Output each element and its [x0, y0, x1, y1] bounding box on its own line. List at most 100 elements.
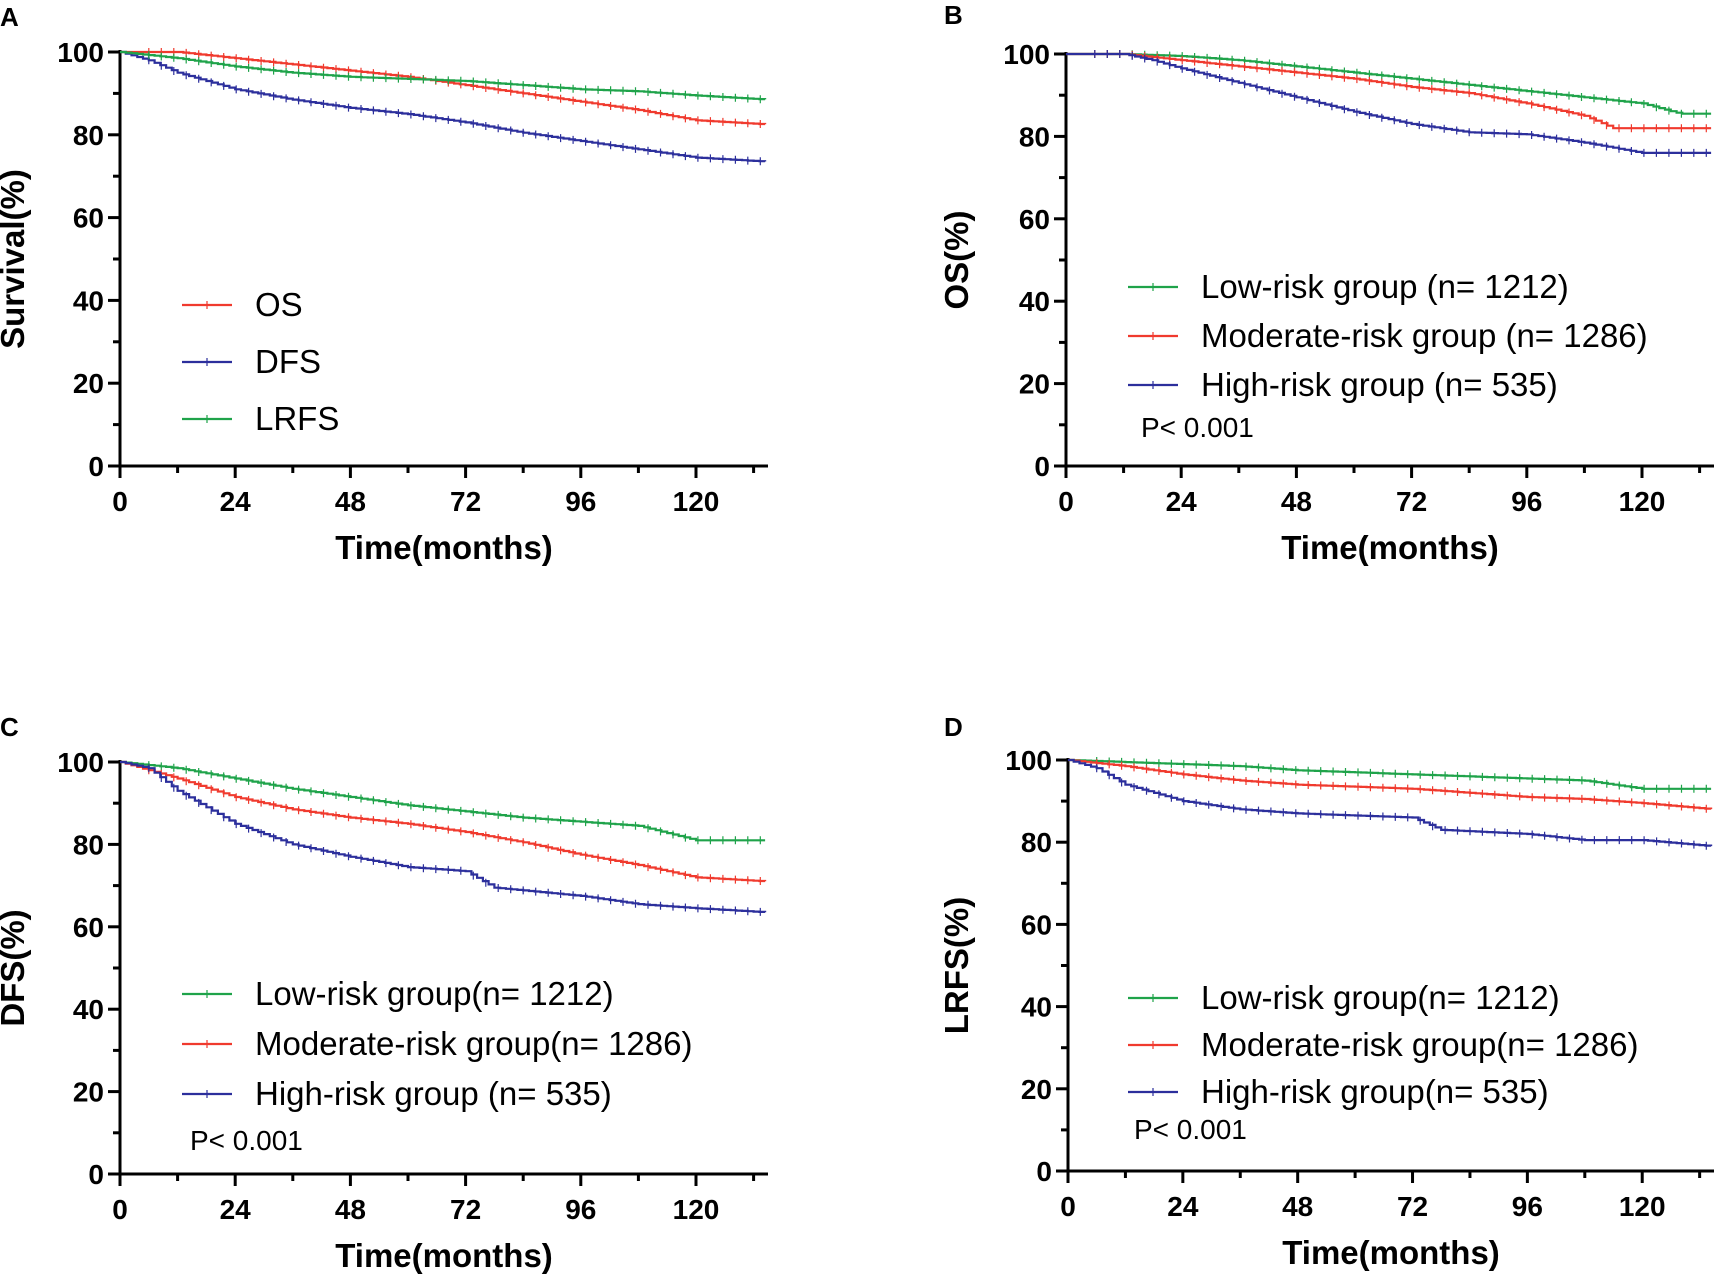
x-tick-label: 120: [1619, 486, 1666, 517]
x-tick-label: 0: [1058, 486, 1074, 517]
y-axis-title: OS(%): [938, 211, 975, 310]
censor-ticks: [149, 56, 761, 165]
series-line: [1066, 54, 1711, 153]
series-line: [1068, 760, 1711, 789]
series-1: [120, 52, 765, 165]
figure-canvas: A 0 20 40 60 80 100 0 24 48 72 96 120 Time(months) Sur…: [0, 0, 1718, 1277]
y-tick-label: 20: [1019, 369, 1050, 400]
y-tick-label: 80: [73, 829, 104, 860]
series-line: [120, 52, 765, 162]
y-tick-label: 60: [73, 912, 104, 943]
censor-ticks: [1095, 50, 1707, 157]
series-2: [120, 762, 765, 916]
x-tick-label: 0: [112, 486, 128, 517]
series-0: [120, 761, 765, 844]
y-tick-label: 100: [57, 37, 104, 68]
y-tick-label: 80: [1019, 121, 1050, 152]
x-tick-label: 72: [1396, 486, 1427, 517]
legend-label: Moderate-risk group(n= 1286): [255, 1025, 692, 1062]
x-tick-label: 96: [1512, 1191, 1543, 1222]
series-0: [120, 48, 765, 128]
x-tick-label: 96: [565, 486, 596, 517]
x-tick-label: 48: [1282, 1191, 1313, 1222]
legend-label: Low-risk group(n= 1212): [1201, 979, 1560, 1016]
legend-label: Moderate-risk group(n= 1286): [1201, 1026, 1638, 1063]
series-2: [120, 51, 765, 103]
censor-ticks: [1097, 764, 1707, 850]
x-tick-label: 24: [1166, 486, 1198, 517]
x-tick-label: 120: [673, 1194, 720, 1225]
x-tick-label: 48: [335, 486, 366, 517]
x-tick-label: 24: [220, 1194, 252, 1225]
censor-ticks: [1097, 759, 1707, 813]
series-1: [1068, 759, 1711, 813]
p-value: P< 0.001: [190, 1125, 303, 1156]
legend-label: LRFS: [255, 400, 339, 437]
legend-label: High-risk group (n= 535): [255, 1075, 612, 1112]
x-axis-title: Time(months): [1281, 529, 1499, 566]
series-line: [120, 52, 765, 99]
y-tick-label: 60: [1019, 204, 1050, 235]
legend-label: OS: [255, 286, 303, 323]
y-tick-label: 100: [57, 747, 104, 778]
y-axis-title: Survival(%): [0, 169, 31, 349]
y-tick-label: 20: [1021, 1074, 1052, 1105]
x-tick-label: 72: [450, 486, 481, 517]
panel-letter: D: [944, 712, 963, 742]
y-tick-label: 100: [1005, 745, 1052, 776]
y-tick-label: 0: [88, 1159, 104, 1190]
x-tick-label: 72: [1397, 1191, 1428, 1222]
legend-label: Low-risk group (n= 1212): [1201, 268, 1569, 305]
x-tick-label: 120: [673, 486, 720, 517]
panel-a: A 0 20 40 60 80 100 0 24 48 72 96 120 Time(months) Sur…: [0, 2, 768, 566]
x-tick-label: 72: [450, 1194, 481, 1225]
x-axis-title: Time(months): [335, 1237, 553, 1274]
y-axis-title: DFS(%): [0, 909, 31, 1026]
y-tick-label: 40: [1019, 286, 1050, 317]
x-tick-label: 24: [220, 486, 252, 517]
x-tick-label: 0: [1060, 1191, 1076, 1222]
legend-label: High-risk group(n= 535): [1201, 1073, 1549, 1110]
p-value: P< 0.001: [1141, 412, 1254, 443]
panel-d: D 0 20 40 60 80 100 0 24 48 72 96 120 Time(months) LRF…: [938, 712, 1714, 1271]
legend-label: DFS: [255, 343, 321, 380]
y-tick-label: 60: [1021, 909, 1052, 940]
censor-ticks: [149, 764, 761, 916]
y-tick-label: 0: [1036, 1156, 1052, 1187]
x-tick-label: 96: [565, 1194, 596, 1225]
x-tick-label: 0: [112, 1194, 128, 1225]
y-tick-label: 80: [1021, 827, 1052, 858]
y-tick-label: 0: [1034, 451, 1050, 482]
legend-label: High-risk group (n= 535): [1201, 366, 1558, 403]
x-tick-label: 48: [335, 1194, 366, 1225]
censor-ticks: [149, 761, 761, 844]
y-axis-title: LRFS(%): [938, 897, 975, 1034]
panel-b: B 0 20 40 60 80 100 0 24 48 72 96 120 Time(months) OS(…: [938, 0, 1714, 566]
y-tick-label: 20: [73, 368, 104, 399]
x-axis-title: Time(months): [1282, 1234, 1500, 1271]
x-tick-label: 24: [1167, 1191, 1199, 1222]
series-2: [1066, 50, 1711, 157]
panel-c: C 0 20 40 60 80 100 0 24 48 72 96 120 Time(months) DFS…: [0, 712, 768, 1274]
y-tick-label: 40: [73, 285, 104, 316]
y-tick-label: 20: [73, 1077, 104, 1108]
series-1: [120, 762, 765, 885]
y-tick-label: 40: [73, 994, 104, 1025]
y-tick-label: 60: [73, 203, 104, 234]
series-line: [120, 762, 765, 881]
panel-letter: B: [944, 0, 963, 30]
legend-label: Moderate-risk group (n= 1286): [1201, 317, 1648, 354]
x-tick-label: 120: [1619, 1191, 1666, 1222]
x-tick-label: 96: [1511, 486, 1542, 517]
x-axis-title: Time(months): [335, 529, 553, 566]
legend-label: Low-risk group(n= 1212): [255, 975, 614, 1012]
panel-letter: A: [0, 2, 19, 32]
series-line: [120, 762, 765, 912]
panel-letter: C: [0, 712, 19, 742]
y-tick-label: 80: [73, 120, 104, 151]
x-tick-label: 48: [1281, 486, 1312, 517]
y-tick-label: 40: [1021, 992, 1052, 1023]
y-tick-label: 0: [88, 451, 104, 482]
p-value: P< 0.001: [1134, 1114, 1247, 1145]
y-tick-label: 100: [1003, 39, 1050, 70]
